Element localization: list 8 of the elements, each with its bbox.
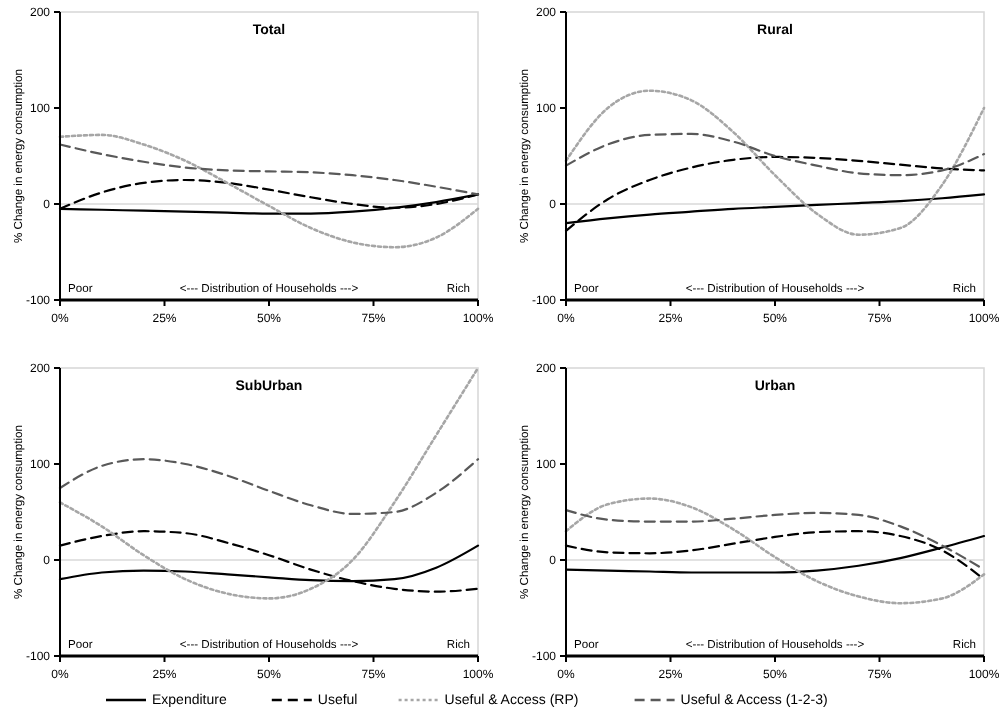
- line-series: [58, 133, 480, 249]
- line-series: [564, 508, 986, 571]
- line-series: [58, 458, 480, 516]
- line-series: [58, 366, 480, 600]
- line-series: [58, 143, 480, 196]
- line-series: [564, 497, 986, 605]
- line-series: [564, 132, 986, 177]
- line-series: [564, 89, 986, 237]
